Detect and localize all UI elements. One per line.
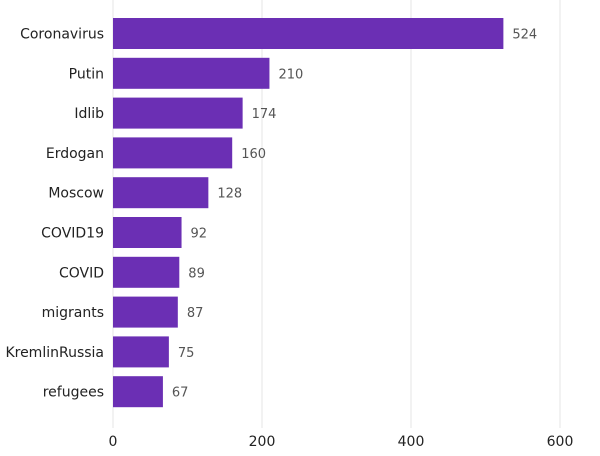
category-label-Putin: Putin	[69, 66, 104, 82]
category-label-COVID: COVID	[59, 265, 104, 281]
bar-Moscow	[113, 177, 209, 209]
value-label-Erdogan: 160	[241, 147, 266, 162]
bar-refugees	[113, 376, 163, 408]
bars	[113, 18, 504, 408]
value-label-Putin: 210	[278, 67, 303, 82]
value-label-Coronavirus: 524	[512, 28, 537, 43]
bar-Erdogan	[113, 137, 233, 169]
category-label-Coronavirus: Coronavirus	[20, 27, 104, 43]
bar-Coronavirus	[113, 18, 504, 49]
value-label-COVID: 89	[188, 266, 205, 281]
x-tick-label-200: 200	[249, 434, 276, 450]
bar-COVID	[113, 256, 180, 288]
x-axis-ticks: 0 200 400 600	[109, 434, 574, 450]
x-tick-label-600: 600	[547, 434, 574, 450]
value-labels: 524 210 174 160 128 92 89 87 75 67	[172, 28, 537, 401]
value-label-COVID19: 92	[191, 227, 208, 242]
category-label-COVID19: COVID19	[41, 226, 104, 242]
value-label-Moscow: 128	[217, 187, 242, 202]
x-tick-label-0: 0	[109, 434, 118, 450]
bar-KremlinRussia	[113, 336, 169, 368]
category-label-migrants: migrants	[42, 305, 104, 321]
value-label-refugees: 67	[172, 386, 189, 401]
bar-Putin	[113, 57, 270, 89]
category-label-Idlib: Idlib	[74, 106, 104, 122]
category-label-Erdogan: Erdogan	[46, 146, 104, 162]
category-label-refugees: refugees	[43, 385, 104, 401]
category-label-KremlinRussia: KremlinRussia	[5, 345, 104, 361]
category-labels: Coronavirus Putin Idlib Erdogan Moscow COVID1…	[5, 27, 104, 401]
bar-Idlib	[113, 97, 243, 129]
bar-migrants	[113, 296, 178, 328]
value-label-Idlib: 174	[252, 107, 277, 122]
value-label-migrants: 87	[187, 306, 204, 321]
category-label-Moscow: Moscow	[48, 186, 104, 202]
x-tick-label-400: 400	[398, 434, 425, 450]
bar-COVID19	[113, 217, 182, 248]
value-label-KremlinRussia: 75	[178, 346, 195, 361]
